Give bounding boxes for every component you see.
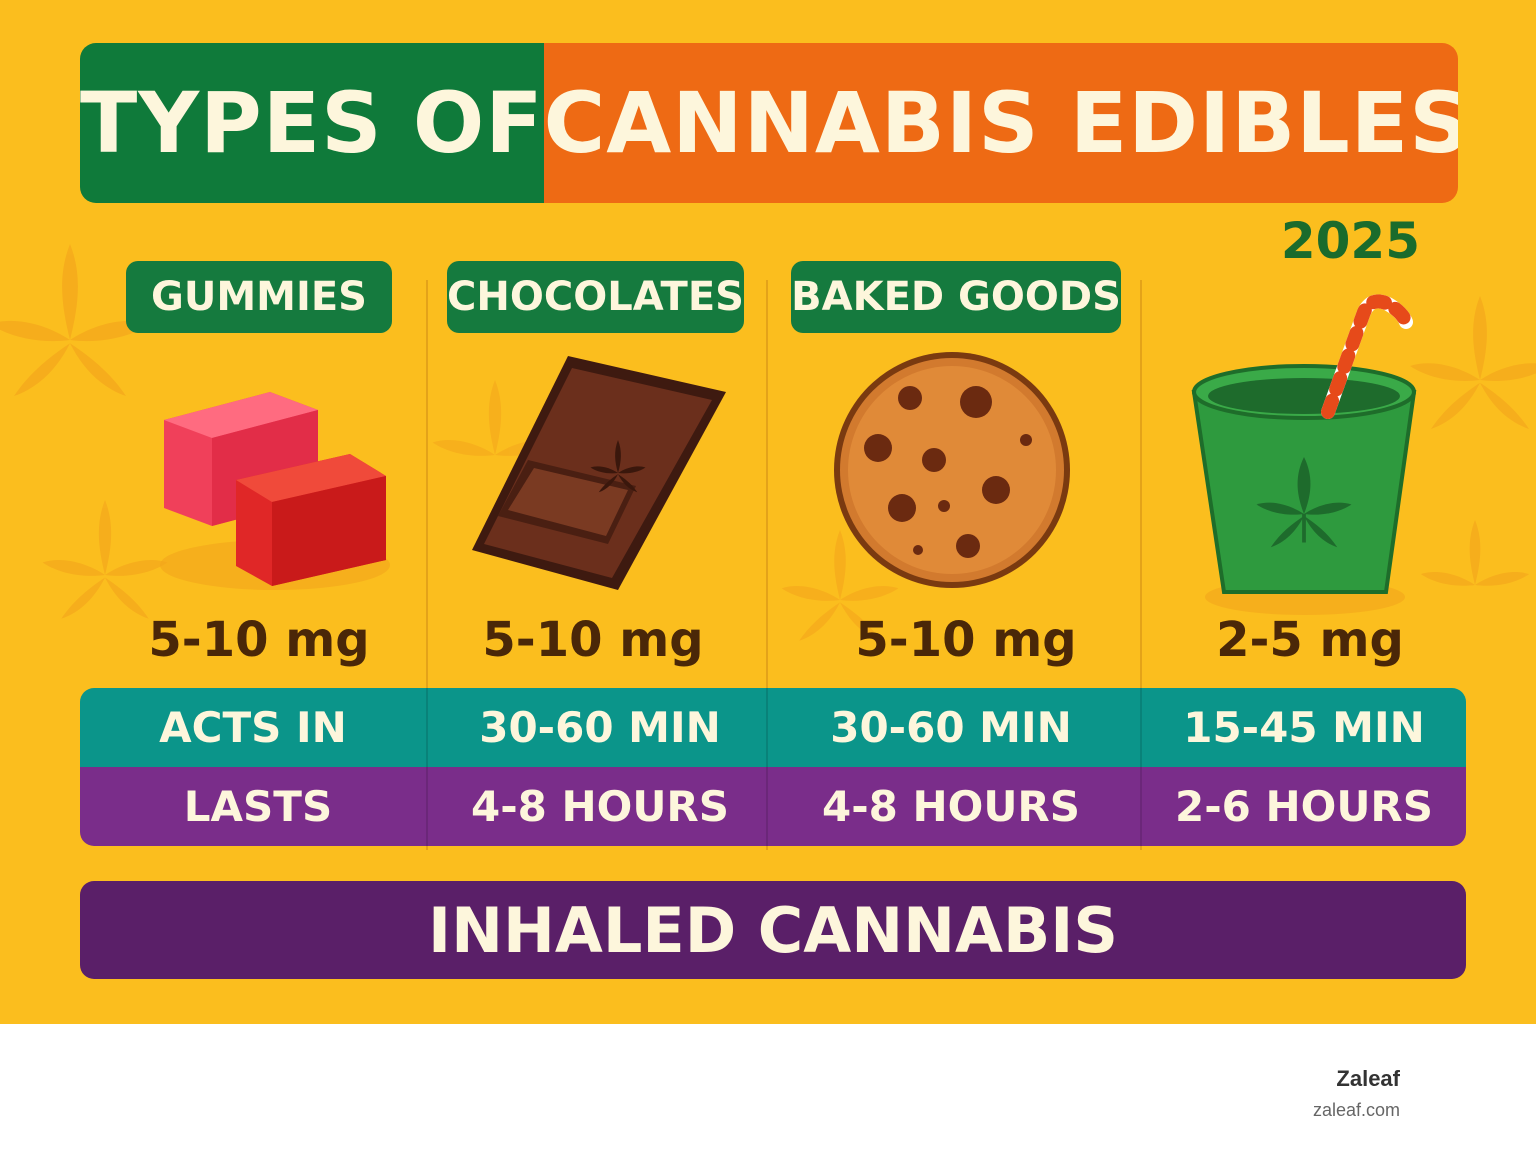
infographic-poster: TYPES OF CANNABIS EDIBLES 2025 GUMMIES C…: [0, 0, 1536, 1024]
table-cell: 2-6 HOURS: [1174, 782, 1434, 831]
background-leaf-icon: [1420, 520, 1530, 586]
dose-beverages: 2-5 mg: [1216, 612, 1404, 668]
background-leaf-icon: [42, 500, 168, 619]
category-label-baked-goods: BAKED GOODS: [791, 261, 1121, 333]
gummy-cubes-icon: [160, 392, 390, 590]
beverage-cup-icon: [1191, 294, 1417, 615]
column-divider: [766, 280, 768, 850]
category-label-gummies: GUMMIES: [126, 261, 392, 333]
column-divider: [426, 280, 428, 850]
dose-gummies: 5-10 mg: [148, 612, 370, 668]
dose-baked-goods: 5-10 mg: [855, 612, 1077, 668]
chocolate-bar-icon: [472, 356, 726, 590]
brand-url[interactable]: zaleaf.com: [1312, 1100, 1400, 1120]
dose-chocolates: 5-10 mg: [482, 612, 704, 668]
year-label: 2025: [1280, 212, 1420, 270]
table-divider: [426, 688, 428, 846]
lasts-label: LASTS: [183, 782, 333, 831]
brand-name: Zaleaf: [1336, 1066, 1400, 1091]
table-cell: 15-45 MIN: [1183, 703, 1425, 752]
onset-duration-table: ACTS IN 30-60 MIN 30-60 MIN 15-45 MIN LA…: [80, 688, 1466, 846]
category-label-chocolates: CHOCOLATES: [447, 261, 744, 333]
table-cell: 30-60 MIN: [479, 703, 721, 752]
column-divider: [1140, 280, 1142, 850]
inhaled-cannabis-label: INHALED CANNABIS: [428, 893, 1118, 967]
title-part-1: TYPES OF: [80, 74, 544, 172]
cookie-icon: [834, 352, 1070, 588]
lasts-row: LASTS 4-8 HOURS 4-8 HOURS 2-6 HOURS: [80, 767, 1466, 846]
title-right-panel: CANNABIS EDIBLES: [543, 43, 1458, 203]
table-divider: [766, 688, 768, 846]
title-part-2: CANNABIS EDIBLES: [543, 74, 1458, 172]
inhaled-cannabis-banner: INHALED CANNABIS: [80, 881, 1466, 979]
table-cell: 30-60 MIN: [830, 703, 1072, 752]
title-banner: TYPES OF CANNABIS EDIBLES: [80, 43, 1458, 203]
acts-in-label: ACTS IN: [159, 703, 347, 752]
title-left-panel: TYPES OF: [80, 43, 544, 203]
background-leaf-icon: [781, 530, 899, 641]
background-leaf-icon: [1410, 296, 1536, 429]
background-leaf-icon: [0, 244, 150, 420]
table-divider: [1140, 688, 1142, 846]
table-cell: 4-8 HOURS: [821, 782, 1081, 831]
table-cell: 4-8 HOURS: [470, 782, 730, 831]
acts-in-row: ACTS IN 30-60 MIN 30-60 MIN 15-45 MIN: [80, 688, 1466, 767]
